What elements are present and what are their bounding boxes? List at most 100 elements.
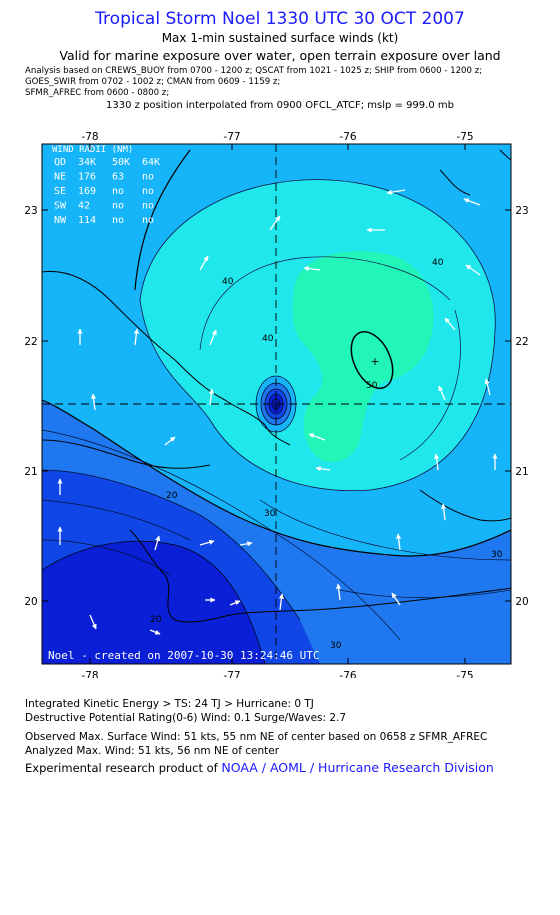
rating-line: Destructive Potential Rating(0-6) Wind: … (25, 712, 347, 724)
wind-radii-cell: no (112, 186, 124, 197)
credit-org-link[interactable]: NOAA / AOML / Hurricane Research Divisio… (221, 760, 494, 775)
wind-arrow (434, 453, 440, 471)
lon-tick-bottom: -77 (223, 670, 240, 678)
wind-arrow (308, 433, 326, 441)
contour-line (199, 256, 461, 461)
wind-band-50 (292, 251, 434, 463)
wind-arrow (89, 614, 97, 630)
contour-label: 50 (366, 381, 378, 391)
validity-note: Valid for marine exposure over water, op… (59, 48, 501, 63)
ike-line: Integrated Kinetic Energy > TS: 24 TJ > … (25, 698, 314, 710)
lat-tick-left: 22 (24, 336, 37, 348)
position-note: 1330 z position interpolated from 0900 O… (106, 100, 454, 111)
contour-label: 20 (150, 615, 162, 625)
wind-arrow (463, 198, 481, 206)
wind-radii-cell: no (142, 201, 154, 212)
contour-line (42, 469, 301, 621)
contour-line (259, 499, 511, 561)
contour-line (42, 540, 266, 664)
created-note: Noel - created on 2007-10-30 13:24:46 UT… (48, 649, 320, 662)
wind-radii-header-cell: 34K (78, 157, 96, 168)
max-wind-marker: + (370, 355, 379, 368)
coastline (42, 149, 511, 623)
wind-map: + 40 40 40 50 30 30 30 20 20 WIND RADII … (24, 131, 528, 678)
lat-tick-right: 23 (515, 205, 528, 217)
wind-arrow (303, 266, 321, 272)
lon-tick-bottom: -78 (81, 670, 98, 678)
wind-radii-title: WIND RADII (NM) (52, 145, 133, 155)
wind-arrow (396, 533, 402, 551)
wind-arrow (465, 264, 481, 276)
wind-arrow (199, 539, 215, 546)
wind-arrow (315, 466, 331, 472)
contour-line (42, 429, 401, 641)
contour-label: 30 (491, 550, 503, 560)
axis-labels: -78 -77 -76 -75 -78 -77 -76 -75 23 22 21… (24, 131, 528, 678)
wind-arrow (336, 583, 342, 601)
analyzed-wind-line: Analyzed Max. Wind: 51 kts, 56 nm NE of … (25, 745, 280, 757)
wind-radii-cell: 114 (78, 215, 96, 226)
contour-label: 40 (222, 277, 234, 287)
analysis-line: Analysis based on CREWS_BUOY from 0700 -… (25, 66, 483, 76)
wind-radii-cell: no (112, 215, 124, 226)
lon-tick-bottom: -76 (339, 670, 356, 678)
lat-tick-right: 21 (515, 466, 528, 478)
wind-radii-cell: SE (54, 186, 66, 197)
wind-arrow (484, 378, 491, 396)
wind-arrow (239, 541, 253, 547)
axis-ticks (42, 144, 511, 664)
wind-band-10 (42, 541, 265, 664)
contour-label: 30 (264, 509, 276, 519)
wind-arrow (391, 592, 401, 606)
wind-radii-cell: 42 (78, 201, 90, 212)
contour-labels: 40 40 40 50 30 30 30 20 20 (150, 258, 503, 651)
contour-label: 40 (262, 334, 274, 344)
wind-arrow (441, 503, 447, 521)
wind-radii-header-cell: QD (54, 157, 66, 168)
lon-tick-bottom: -75 (456, 670, 473, 678)
wind-arrow (149, 629, 161, 635)
wind-arrow (199, 255, 209, 271)
wind-arrow (133, 328, 139, 346)
wind-arrow (209, 329, 217, 346)
wind-radii-header-cell: 64K (142, 157, 160, 168)
contour-label: 30 (330, 641, 342, 651)
wind-radii-cell: no (142, 172, 154, 183)
lat-tick-right: 20 (515, 596, 528, 608)
wind-arrow (154, 535, 161, 551)
lat-tick-right: 22 (515, 336, 528, 348)
page-title: Tropical Storm Noel 1330 UTC 30 OCT 2007 (95, 9, 465, 29)
lat-tick-left: 21 (24, 466, 37, 478)
observed-wind-line: Observed Max. Surface Wind: 51 kts, 55 n… (25, 731, 488, 743)
contour-label: 20 (166, 491, 178, 501)
analysis-line: SFMR_AFREC from 0600 - 0800 z; (25, 88, 170, 98)
wind-arrow (208, 388, 214, 406)
wind-radii-cell: NE (54, 172, 66, 183)
contour-line (339, 589, 511, 598)
wind-radii-cell: NW (54, 215, 67, 226)
wind-radii-cell: 63 (112, 172, 124, 183)
wind-arrow (386, 189, 406, 195)
map-frame (41, 143, 512, 665)
wind-arrow (229, 600, 241, 606)
lon-tick-top: -75 (456, 131, 473, 143)
wind-arrow (444, 317, 456, 331)
contour-label: 40 (432, 258, 444, 268)
analysis-line: GOES_SWIR from 0702 - 1002 z; CMAN from … (25, 77, 281, 87)
contour-line (42, 399, 511, 557)
lon-tick-top: -76 (339, 131, 356, 143)
wind-radii-table: WIND RADII (NM) QD 34K 50K 64K NE 176 63 no SE 16… (52, 145, 160, 226)
wind-radii-header-cell: 50K (112, 157, 130, 168)
contour-line (139, 179, 496, 492)
wind-radii-cell: SW (54, 201, 67, 212)
lon-tick-top: -78 (81, 131, 98, 143)
credit-prefix: Experimental research product of (25, 761, 222, 775)
wind-arrow (278, 593, 284, 611)
lat-tick-left: 23 (24, 205, 37, 217)
lat-tick-left: 20 (24, 596, 37, 608)
wind-arrow (269, 215, 281, 231)
wind-radii-cell: 176 (78, 172, 96, 183)
lon-tick-top: -77 (223, 131, 240, 143)
contour-line (134, 149, 191, 291)
wind-radii-cell: no (142, 186, 154, 197)
